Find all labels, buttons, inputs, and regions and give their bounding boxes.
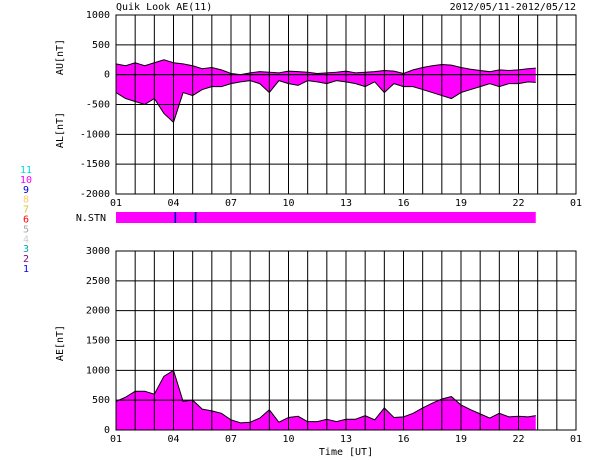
- x-tick-label: 13: [340, 198, 352, 209]
- station-bar: [196, 212, 536, 223]
- x-tick-label: 16: [397, 434, 409, 445]
- legend-entry: 8: [23, 195, 29, 206]
- y-axis-label: AE[nT]: [55, 325, 66, 361]
- legend-entry: 1: [23, 264, 29, 275]
- legend-entry: 2: [23, 254, 29, 265]
- stations-label: N.STN: [76, 213, 106, 224]
- y-tick-label: 500: [92, 40, 110, 51]
- y-axis-label: AL[nT]: [55, 112, 66, 148]
- x-tick-label: 10: [282, 434, 294, 445]
- area: [116, 59, 536, 75]
- y-tick-label: 3000: [86, 246, 110, 257]
- y-tick-label: -1000: [80, 129, 110, 140]
- y-tick-label: -2000: [80, 189, 110, 200]
- legend-entry: 3: [23, 244, 29, 255]
- legend-entry: 11: [20, 165, 32, 176]
- y-tick-label: 1000: [86, 10, 110, 21]
- y-tick-label: 0: [104, 70, 110, 81]
- y-axis-label: AU[nT]: [55, 39, 66, 75]
- y-tick-label: 2000: [86, 306, 110, 317]
- area: [116, 370, 536, 430]
- plot-frame: [115, 14, 577, 195]
- x-tick-label: 01: [110, 434, 122, 445]
- x-tick-label: 22: [512, 434, 524, 445]
- y-tick-label: -1500: [80, 159, 110, 170]
- area: [116, 74, 536, 123]
- plot-frame: [115, 250, 577, 431]
- x-tick-label: 19: [455, 434, 467, 445]
- x-tick-label: 01: [570, 198, 582, 209]
- x-tick-label: 07: [225, 198, 237, 209]
- x-tick-label: 16: [397, 198, 409, 209]
- station-bar: [174, 212, 177, 223]
- station-bar: [194, 212, 197, 223]
- legend-entry: 4: [23, 234, 29, 245]
- date-range: 2012/05/11-2012/05/12: [450, 2, 576, 13]
- x-tick-label: 10: [282, 198, 294, 209]
- station-bar: [176, 212, 195, 223]
- x-tick-label: 04: [167, 198, 179, 209]
- y-tick-label: 2500: [86, 276, 110, 287]
- x-tick-label: 01: [570, 434, 582, 445]
- x-tick-label: 13: [340, 434, 352, 445]
- x-tick-label: 01: [110, 198, 122, 209]
- legend-entry: 5: [23, 224, 29, 235]
- y-tick-label: -500: [86, 100, 110, 111]
- legend-entry: 7: [23, 205, 29, 216]
- legend-entry: 9: [23, 185, 29, 196]
- x-axis-label: Time [UT]: [319, 447, 373, 458]
- station-bar: [116, 212, 175, 223]
- x-tick-label: 19: [455, 198, 467, 209]
- x-tick-label: 22: [512, 198, 524, 209]
- x-tick-label: 07: [225, 434, 237, 445]
- x-tick-label: 04: [167, 434, 179, 445]
- chart-title: Quik Look AE(11): [116, 2, 212, 13]
- legend-entry: 6: [23, 215, 29, 226]
- y-tick-label: 1000: [86, 365, 110, 376]
- y-tick-label: 0: [104, 425, 110, 436]
- legend-entry: 10: [20, 175, 32, 186]
- y-tick-label: 1500: [86, 336, 110, 347]
- y-tick-label: 500: [92, 395, 110, 406]
